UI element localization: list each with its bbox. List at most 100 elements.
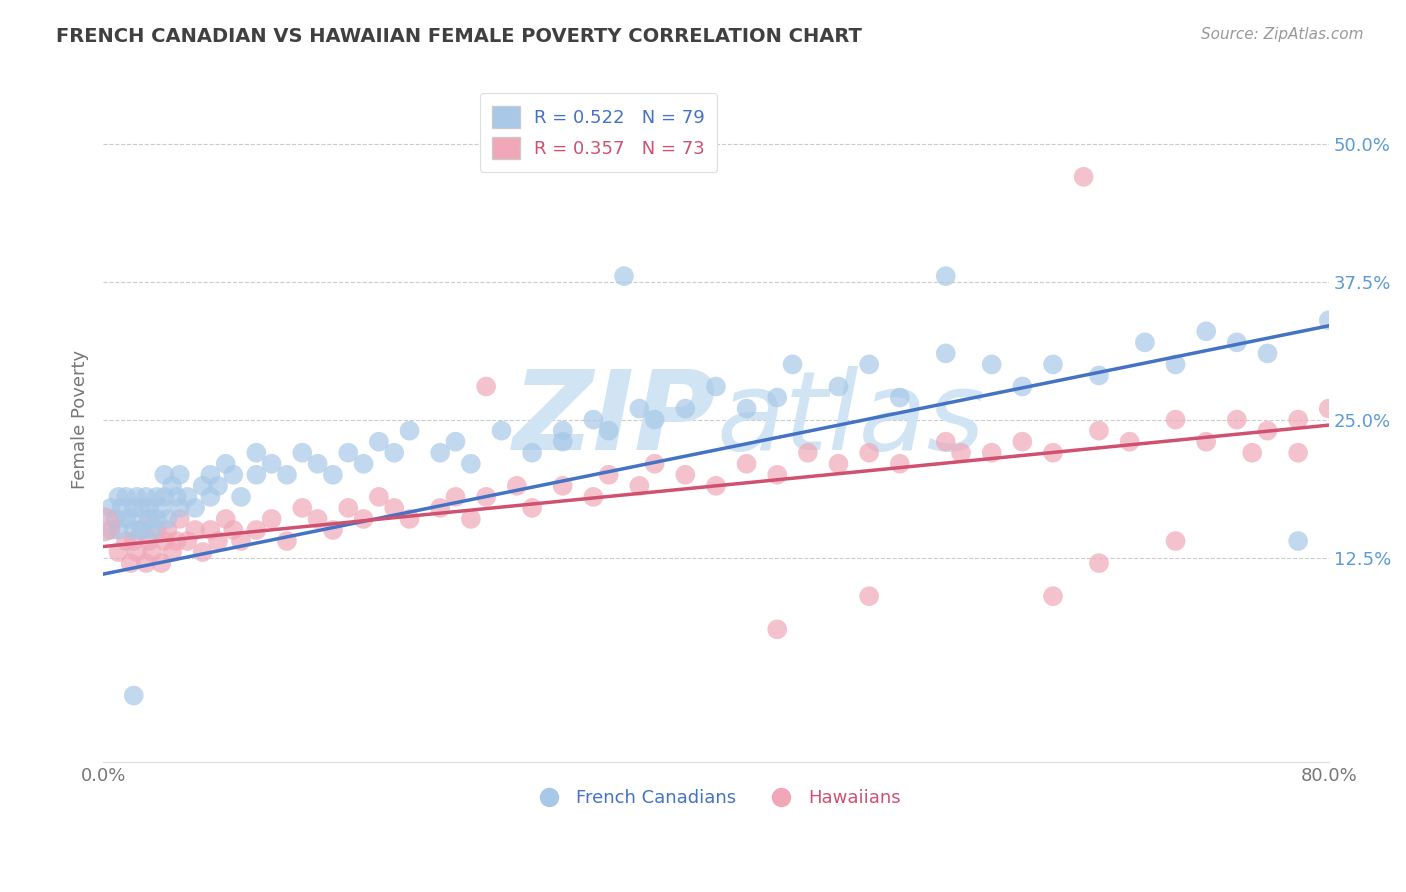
Point: [131, 523, 153, 537]
Point: [122, 689, 145, 703]
Point: [120, 512, 142, 526]
Point: [150, 556, 173, 570]
Point: [245, 523, 267, 537]
Point: [827, 379, 849, 393]
Point: [858, 589, 880, 603]
Point: [115, 534, 138, 549]
Point: [935, 434, 957, 449]
Point: [107, 490, 129, 504]
Point: [337, 446, 360, 460]
Point: [367, 490, 389, 504]
Point: [1164, 358, 1187, 372]
Point: [131, 500, 153, 515]
Point: [1088, 556, 1111, 570]
Point: [200, 523, 222, 537]
Point: [276, 534, 298, 549]
Point: [582, 412, 605, 426]
Point: [797, 446, 820, 460]
Point: [1286, 446, 1309, 460]
Point: [104, 512, 127, 526]
Text: FRENCH CANADIAN VS HAWAIIAN FEMALE POVERTY CORRELATION CHART: FRENCH CANADIAN VS HAWAIIAN FEMALE POVER…: [56, 27, 862, 45]
Point: [889, 457, 911, 471]
Point: [125, 545, 148, 559]
Point: [935, 269, 957, 284]
Point: [122, 523, 145, 537]
Point: [110, 500, 132, 515]
Point: [107, 545, 129, 559]
Point: [613, 269, 636, 284]
Point: [1042, 358, 1064, 372]
Point: [322, 467, 344, 482]
Point: [766, 391, 789, 405]
Point: [176, 490, 198, 504]
Point: [598, 467, 620, 482]
Point: [1164, 534, 1187, 549]
Point: [184, 500, 207, 515]
Point: [1195, 434, 1218, 449]
Point: [307, 512, 329, 526]
Point: [135, 490, 157, 504]
Point: [260, 512, 283, 526]
Point: [475, 490, 498, 504]
Point: [429, 500, 451, 515]
Point: [1286, 534, 1309, 549]
Point: [628, 401, 651, 416]
Point: [1226, 412, 1249, 426]
Point: [135, 556, 157, 570]
Point: [184, 523, 207, 537]
Point: [398, 424, 420, 438]
Point: [644, 412, 666, 426]
Point: [215, 457, 238, 471]
Point: [506, 479, 529, 493]
Point: [475, 379, 498, 393]
Point: [551, 424, 574, 438]
Point: [382, 446, 405, 460]
Point: [598, 424, 620, 438]
Point: [207, 534, 229, 549]
Point: [520, 446, 543, 460]
Point: [138, 512, 160, 526]
Point: [276, 467, 298, 482]
Point: [156, 523, 179, 537]
Point: [582, 490, 605, 504]
Point: [367, 434, 389, 449]
Point: [1317, 313, 1340, 327]
Point: [153, 490, 176, 504]
Point: [1118, 434, 1140, 449]
Point: [145, 512, 167, 526]
Point: [153, 467, 176, 482]
Point: [91, 517, 114, 532]
Point: [1164, 412, 1187, 426]
Point: [200, 467, 222, 482]
Legend: French Canadians, Hawaiians: French Canadians, Hawaiians: [523, 782, 908, 814]
Point: [444, 490, 467, 504]
Point: [1011, 434, 1033, 449]
Point: [222, 523, 245, 537]
Point: [1042, 589, 1064, 603]
Point: [322, 523, 344, 537]
Point: [122, 534, 145, 549]
Point: [150, 500, 173, 515]
Point: [1195, 324, 1218, 338]
Y-axis label: Female Poverty: Female Poverty: [72, 350, 89, 489]
Point: [169, 467, 191, 482]
Text: atlas: atlas: [716, 366, 984, 473]
Point: [889, 391, 911, 405]
Point: [444, 434, 467, 449]
Point: [245, 446, 267, 460]
Point: [827, 457, 849, 471]
Point: [935, 346, 957, 360]
Point: [429, 446, 451, 460]
Point: [980, 358, 1002, 372]
Point: [644, 457, 666, 471]
Point: [176, 534, 198, 549]
Point: [91, 517, 114, 532]
Point: [628, 479, 651, 493]
Point: [858, 358, 880, 372]
Point: [704, 379, 727, 393]
Point: [1226, 335, 1249, 350]
Point: [166, 490, 188, 504]
Point: [138, 500, 160, 515]
Point: [166, 534, 188, 549]
Point: [200, 490, 222, 504]
